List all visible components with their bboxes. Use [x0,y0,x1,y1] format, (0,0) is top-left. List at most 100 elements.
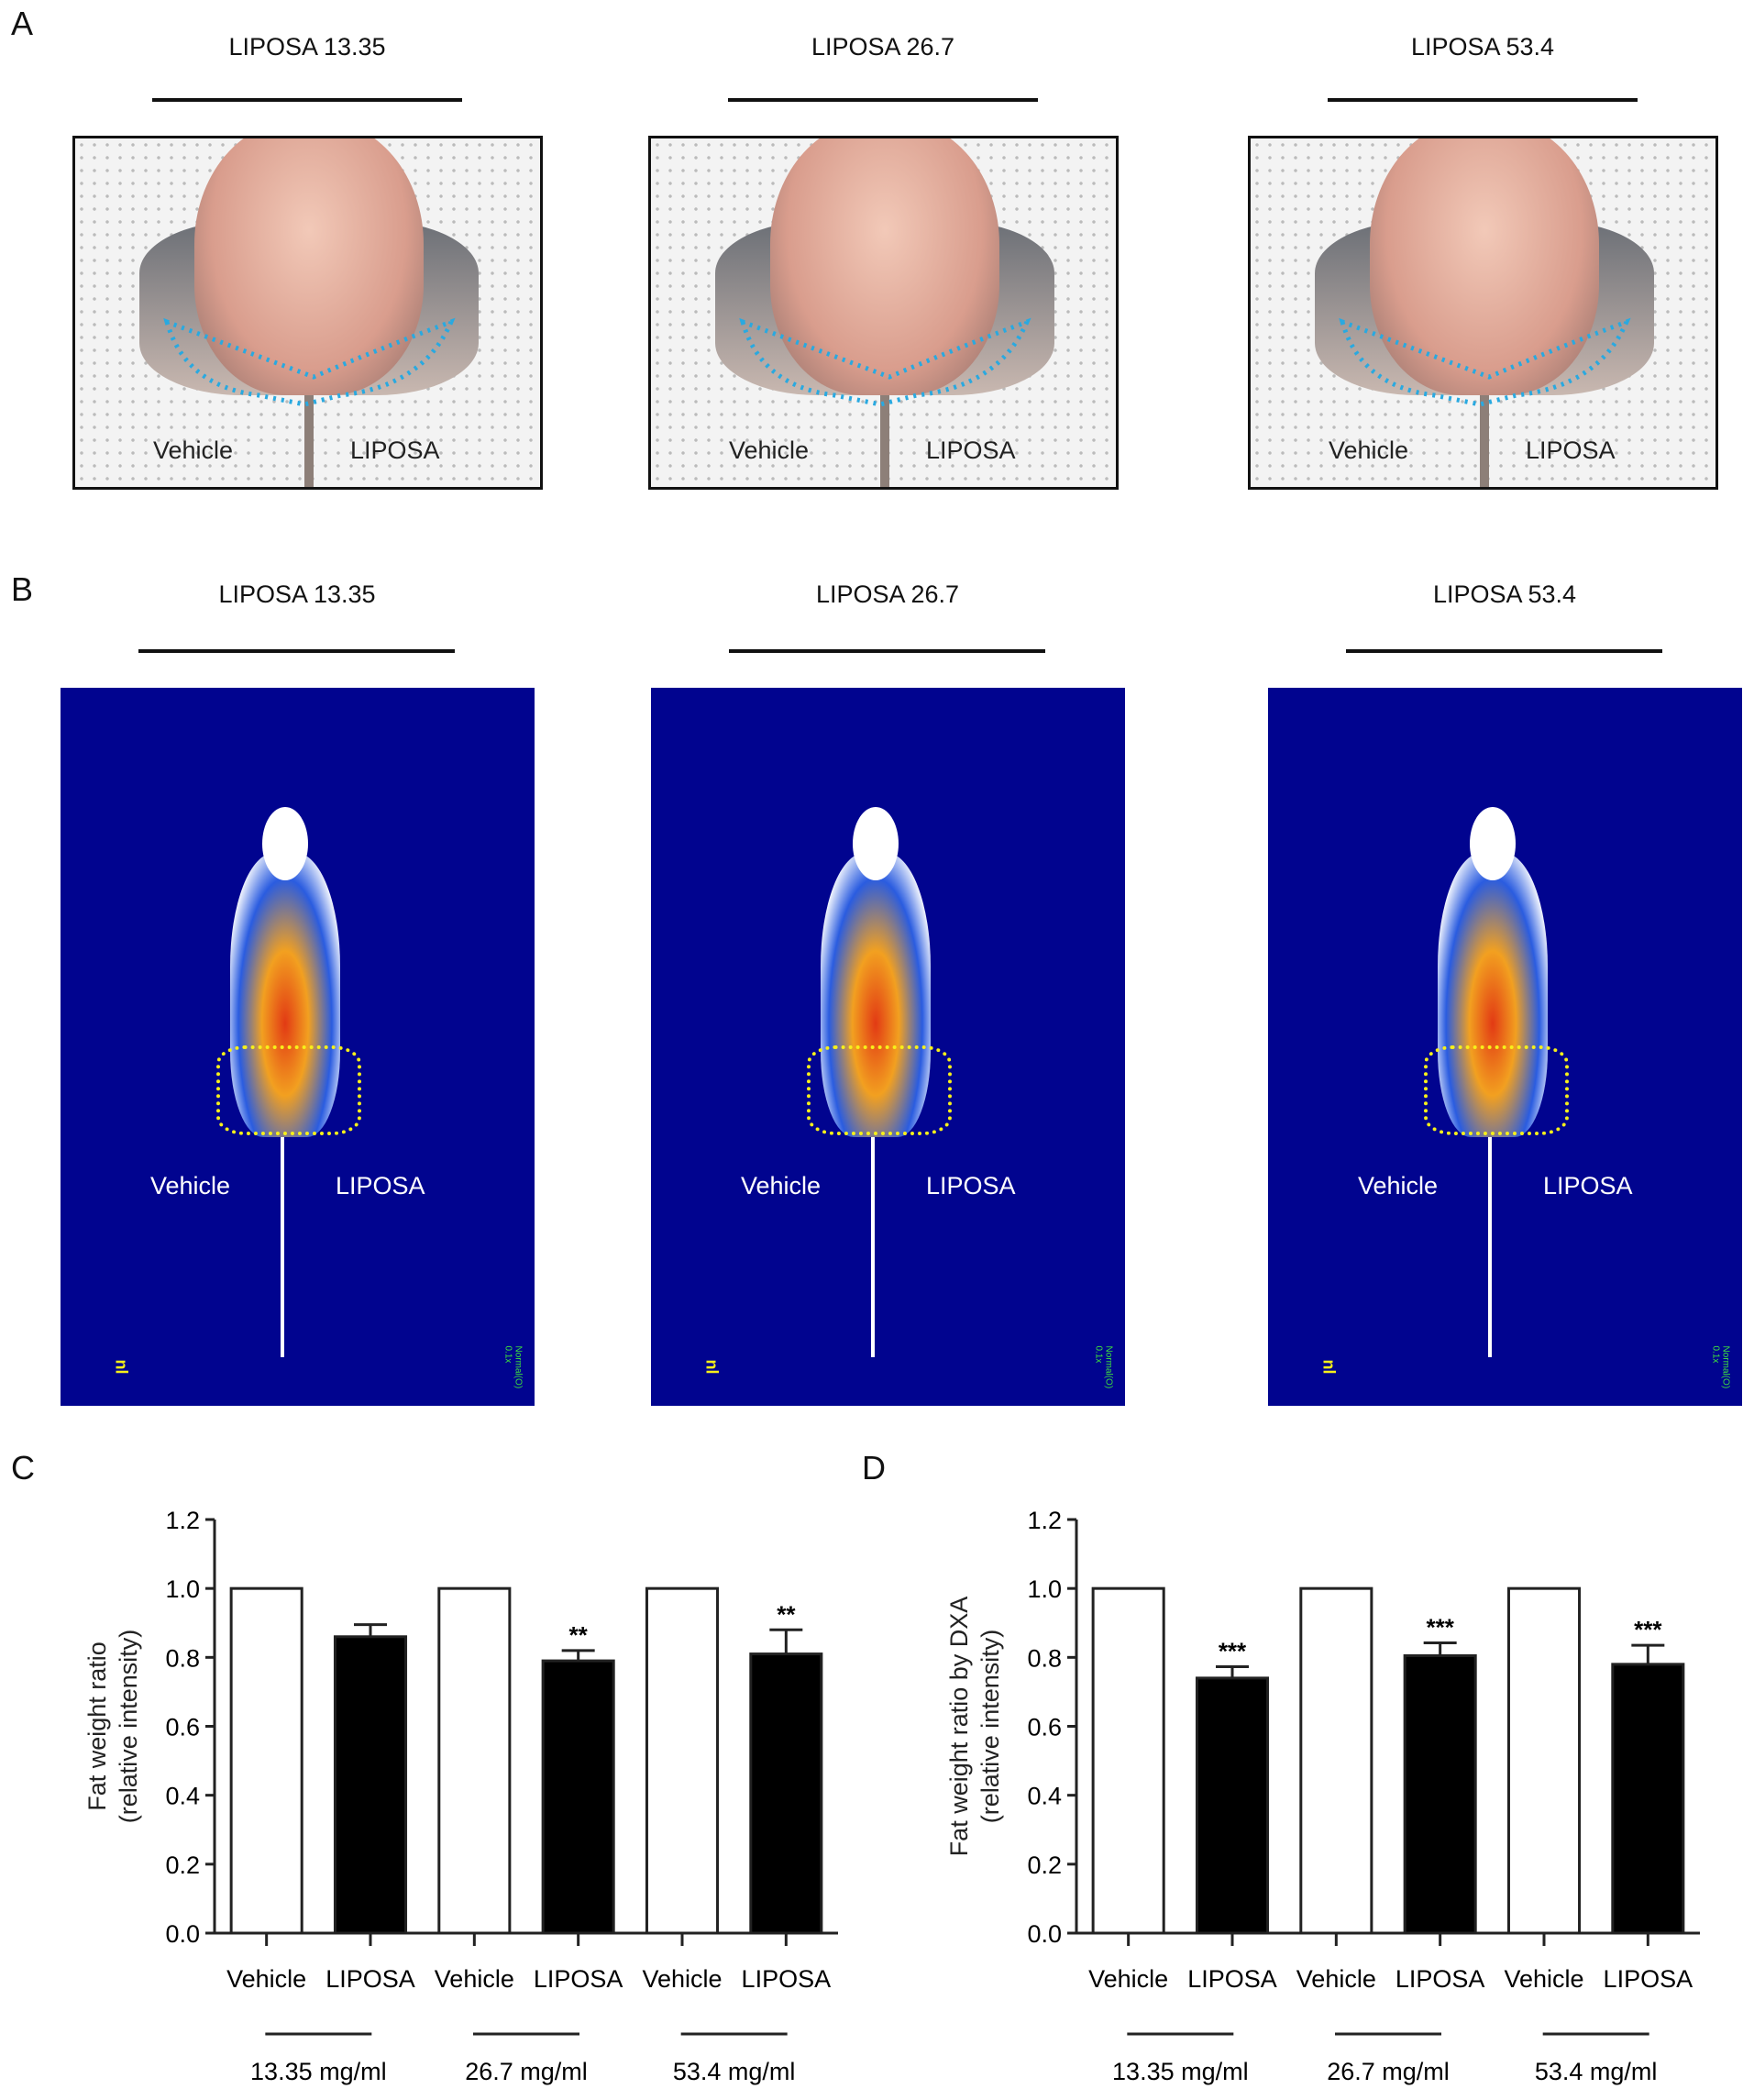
fat-pad-outline [163,317,456,407]
liposa-label: LIPOSA [336,1172,425,1199]
fat-pad-outline [1339,317,1631,407]
liposa-label: LIPOSA [1526,437,1616,464]
y-tick-label: 0.6 [1027,1714,1062,1741]
panel-label-d: D [862,1449,886,1487]
group-rule [729,649,1045,653]
bar-liposa [1403,1653,1477,1935]
panel-label-c: C [11,1449,35,1487]
x-tick-label: Vehicle [1504,1965,1583,1993]
liposa-label: LIPOSA [350,437,440,464]
vehicle-label: Vehicle [153,437,234,464]
liposa-label: LIPOSA [1543,1172,1633,1199]
x-tick-label: LIPOSA [325,1965,415,1993]
x-tick-label: LIPOSA [1187,1965,1277,1993]
y-axis-label: (relative intensity) [115,1630,142,1824]
dxa-corner-text: Normal(O) 0.1x [1093,1345,1114,1389]
liposa-label: LIPOSA [926,1172,1016,1199]
y-axis-label: Fat weight ratio by DXA [945,1597,973,1857]
dissection-photo: Vehicle LIPOSA [648,136,1119,490]
group-title-a: LIPOSA 13.35 [228,33,386,61]
dxa-indicator: nl [702,1359,722,1375]
x-tick-label: LIPOSA [1395,1965,1485,1993]
group-rule [138,649,455,653]
y-tick-label: 0.8 [1027,1644,1062,1672]
group-label: 13.35 mg/ml [250,2058,387,2085]
y-tick-label: 0.0 [165,1920,200,1948]
y-tick-label: 1.2 [165,1507,200,1534]
y-tick-label: 0.6 [165,1714,200,1741]
bar-vehicle [1091,1586,1165,1935]
dxa-scan-image: Vehicle LIPOSA nl Normal(O) 0.1x [651,688,1125,1406]
dissection-photo: Vehicle LIPOSA [1248,136,1718,490]
y-tick-label: 0.0 [1027,1920,1062,1948]
y-tick-label: 0.4 [1027,1783,1062,1810]
vehicle-label: Vehicle [1329,437,1409,464]
y-axis-label: Fat weight ratio [83,1641,111,1811]
significance-marker: *** [1634,1616,1662,1643]
bar-liposa [749,1652,823,1935]
x-tick-label: LIPOSA [534,1965,623,1993]
fat-region-outline [807,1045,952,1135]
chart-c: 0.0 0.2 0.4 0.6 0.8 1.0 1.2 Fat weight ratio (re… [83,1507,838,2085]
y-tick-label: 1.2 [1027,1507,1062,1534]
panel-label-b: B [11,570,34,608]
y-tick-label: 1.0 [1027,1575,1062,1603]
dxa-corner-text: Normal(O) 0.1x [1710,1345,1731,1389]
significance-marker: *** [1219,1637,1247,1664]
bar-vehicle [1506,1586,1582,1935]
bar-liposa [333,1635,408,1935]
bar-liposa [1611,1663,1685,1935]
group-label: 53.4 mg/ml [1535,2058,1658,2085]
y-axis-label: (relative intensity) [976,1630,1004,1824]
significance-marker: ** [777,1600,796,1628]
bar-liposa [1195,1676,1270,1935]
vehicle-label: Vehicle [150,1172,231,1199]
vehicle-label: Vehicle [1358,1172,1439,1199]
y-tick-label: 0.2 [1027,1851,1062,1879]
x-tick-label: LIPOSA [1604,1965,1693,1993]
liposa-label: LIPOSA [926,437,1016,464]
bar-liposa [541,1659,615,1935]
group-label: 26.7 mg/ml [465,2058,588,2085]
bar-vehicle [229,1586,303,1935]
fat-pad-outline [739,317,1031,407]
y-tick-label: 0.4 [165,1783,200,1810]
group-title-b: LIPOSA 53.4 [1432,580,1577,608]
x-tick-label: Vehicle [226,1965,306,1993]
group-rule [1328,98,1638,102]
x-tick-label: Vehicle [642,1965,722,1993]
group-title-b: LIPOSA 13.35 [218,580,376,608]
dissection-photo: Vehicle LIPOSA [72,136,543,490]
vehicle-label: Vehicle [741,1172,822,1199]
x-tick-label: Vehicle [1088,1965,1168,1993]
x-tick-label: Vehicle [435,1965,514,1993]
bar-vehicle [1299,1586,1373,1935]
group-title-b: LIPOSA 26.7 [815,580,960,608]
x-tick-label: LIPOSA [742,1965,832,1993]
fat-region-outline [1424,1045,1569,1135]
group-rule [152,98,462,102]
dxa-indicator: nl [112,1359,131,1375]
group-rule [728,98,1038,102]
significance-marker: *** [1426,1614,1454,1641]
significance-marker: ** [569,1621,589,1649]
y-tick-label: 1.0 [165,1575,200,1603]
dxa-scan-image: Vehicle LIPOSA nl Normal(O) 0.1x [61,688,535,1406]
group-label: 13.35 mg/ml [1112,2058,1249,2085]
group-label: 53.4 mg/ml [673,2058,796,2085]
group-title-a: LIPOSA 53.4 [1410,33,1555,61]
bar-vehicle [437,1586,512,1935]
fat-region-outline [216,1045,361,1135]
chart-d: 0.0 0.2 0.4 0.6 0.8 1.0 1.2 Fat weight ratio by… [945,1507,1700,2085]
dxa-scan-image: Vehicle LIPOSA nl Normal(O) 0.1x [1268,688,1742,1406]
y-tick-label: 0.8 [165,1644,200,1672]
dxa-corner-text: Normal(O) 0.1x [502,1345,524,1389]
group-rule [1346,649,1662,653]
dxa-indicator: nl [1319,1359,1339,1375]
bar-vehicle [645,1586,720,1935]
y-tick-label: 0.2 [165,1851,200,1879]
panel-label-a: A [11,5,34,42]
group-label: 26.7 mg/ml [1327,2058,1450,2085]
vehicle-label: Vehicle [729,437,810,464]
